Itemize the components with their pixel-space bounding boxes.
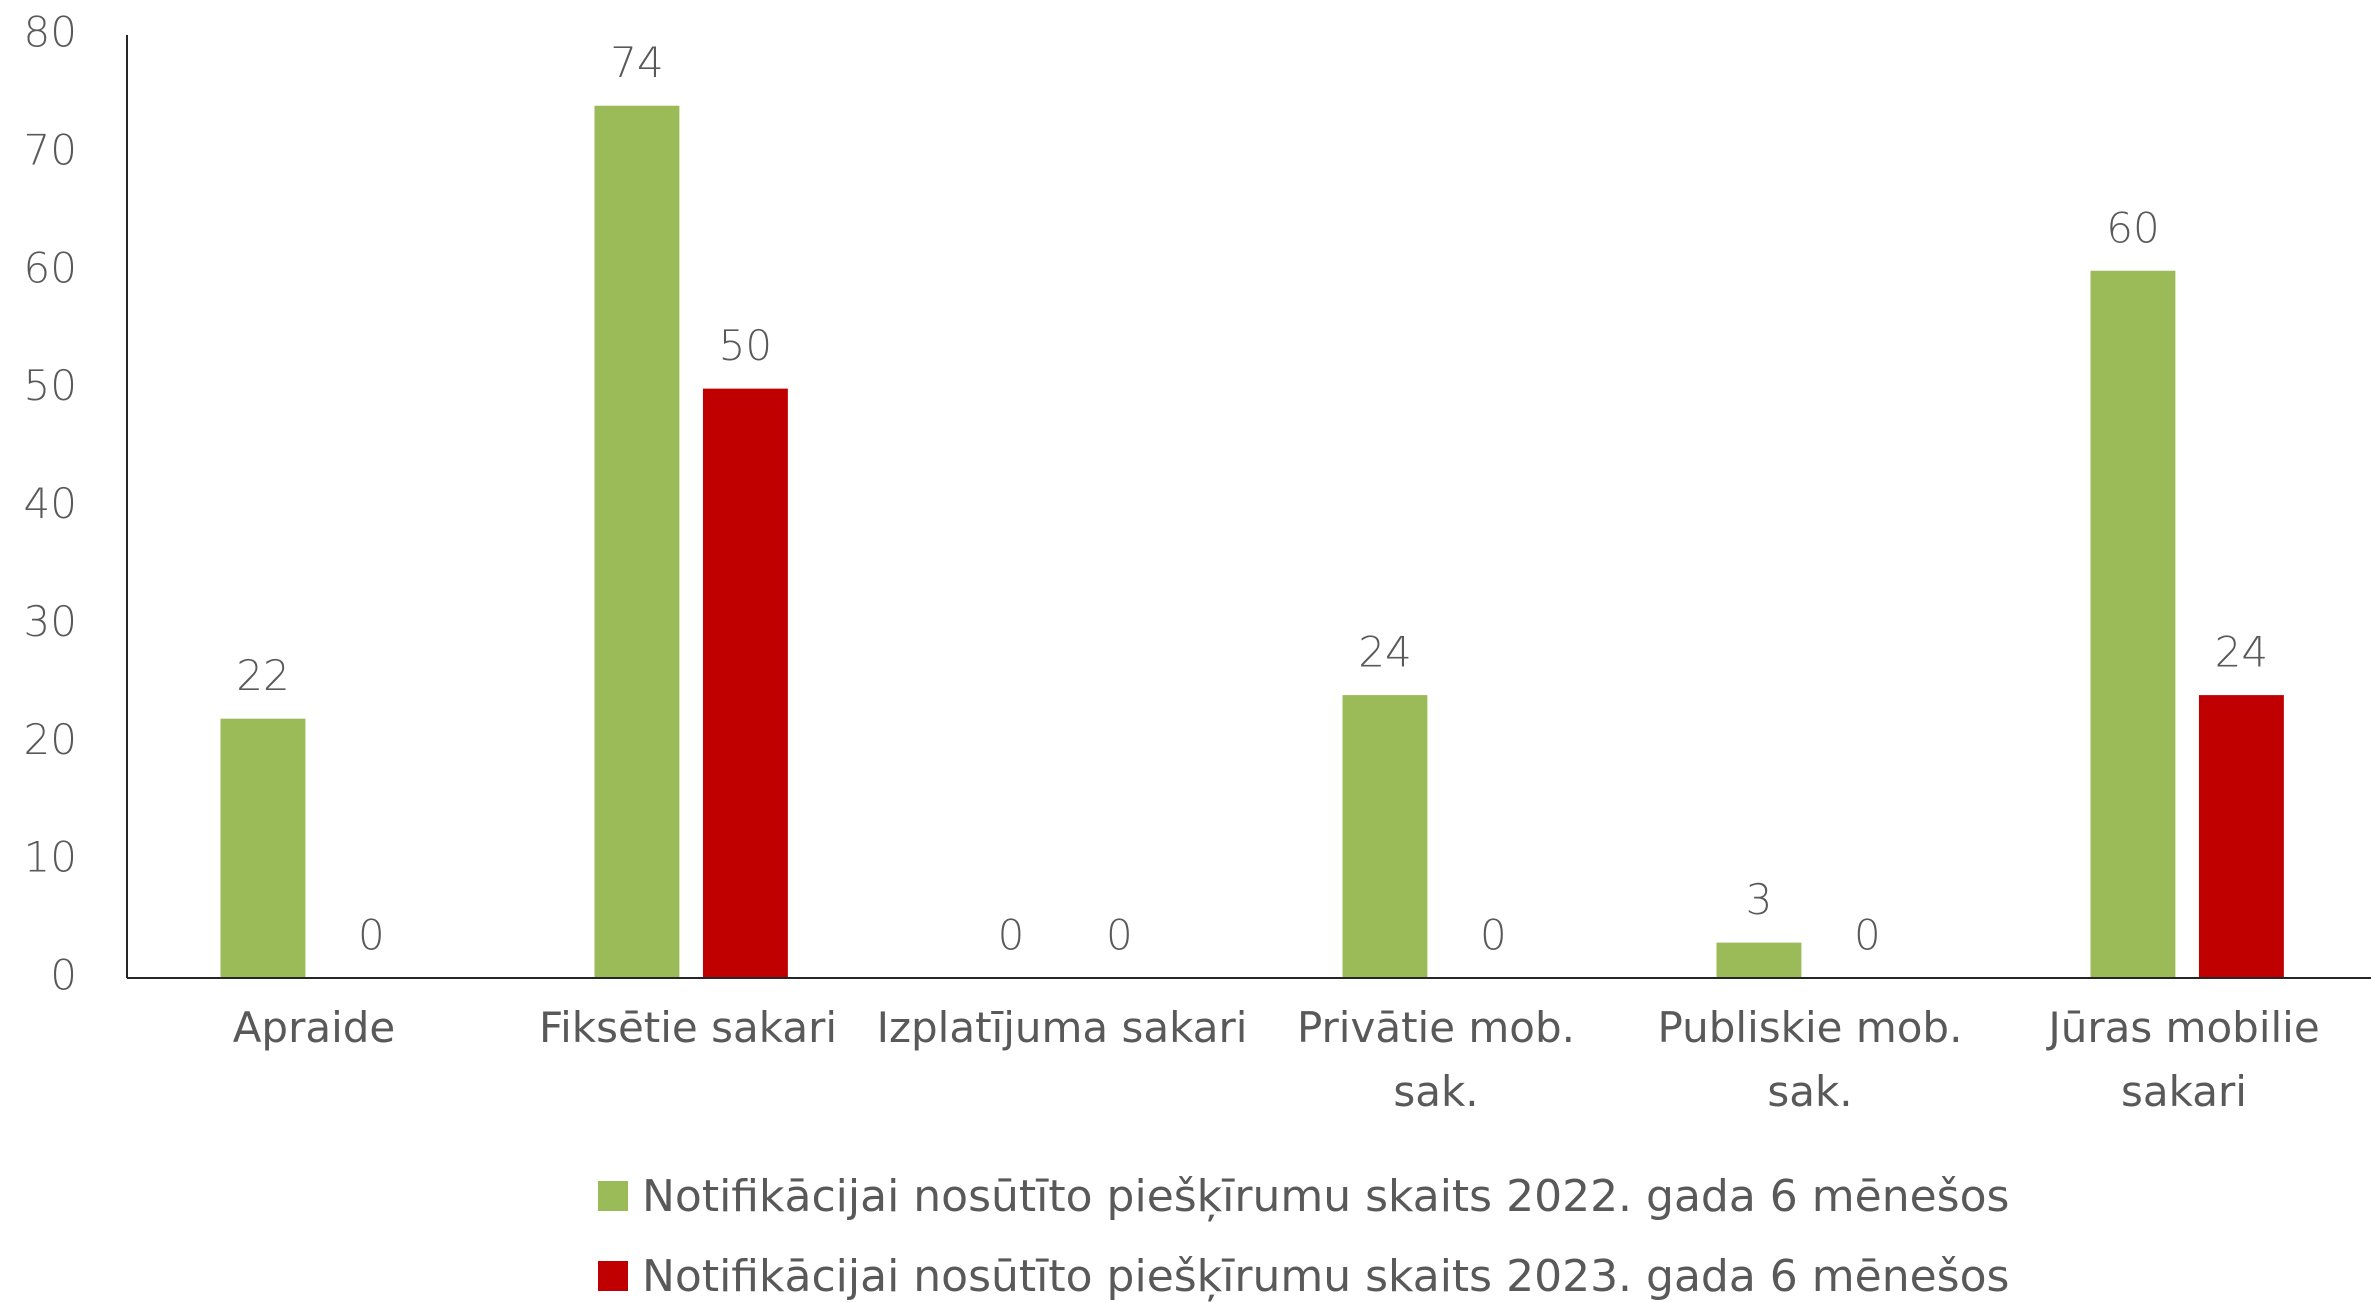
legend-item: Notifikācijai nosūtīto piešķīrumu skaits… [598,1166,2009,1226]
bar [702,388,788,978]
y-tick-label: 10 [24,833,77,882]
x-tick-label: Jūras mobilie sakari [2048,1003,2320,1116]
x-tick-label: Apraide [232,1003,396,1052]
data-label: 0 [358,911,385,960]
y-tick-label: 70 [24,125,77,174]
bar [2090,270,2176,978]
bar [594,105,680,979]
data-label: 50 [719,321,772,370]
data-label: 0 [1854,911,1881,960]
x-tick-label: Izplatījuma sakari [876,1003,1248,1052]
x-tick-label: Fiksētie sakari [538,1003,838,1052]
data-label: 0 [1480,911,1507,960]
data-label: 0 [998,911,1025,960]
y-tick-label: 80 [24,8,77,57]
x-tick-label: Publiskie mob. sak. [1657,1003,1963,1116]
y-tick-label: 20 [24,715,77,764]
legend-label: Notifikācijai nosūtīto piešķīrumu skaits… [642,1250,2010,1302]
data-label: 0 [1106,911,1133,960]
y-tick-label: 50 [24,361,77,410]
data-label: 24 [2215,628,2268,677]
data-label: 74 [610,38,663,87]
bar [220,718,306,978]
data-label: 3 [1746,875,1773,924]
y-tick-label: 30 [24,597,77,646]
legend-item: Notifikācijai nosūtīto piešķīrumu skaits… [598,1246,2009,1303]
bar [1716,942,1802,978]
data-label: 60 [2106,203,2159,252]
legend-label: Notifikācijai nosūtīto piešķīrumu skaits… [642,1170,2010,1222]
y-tick-label: 40 [24,479,77,528]
data-label: 24 [1358,628,1411,677]
y-tick-label: 0 [50,951,77,1000]
y-tick-label: 60 [24,243,77,292]
legend-swatch [598,1261,628,1291]
x-tick-label: Privātie mob. sak. [1296,1003,1576,1116]
data-label: 22 [236,651,289,700]
bar [1342,695,1428,978]
bar [2198,695,2284,978]
legend-swatch [598,1181,628,1211]
